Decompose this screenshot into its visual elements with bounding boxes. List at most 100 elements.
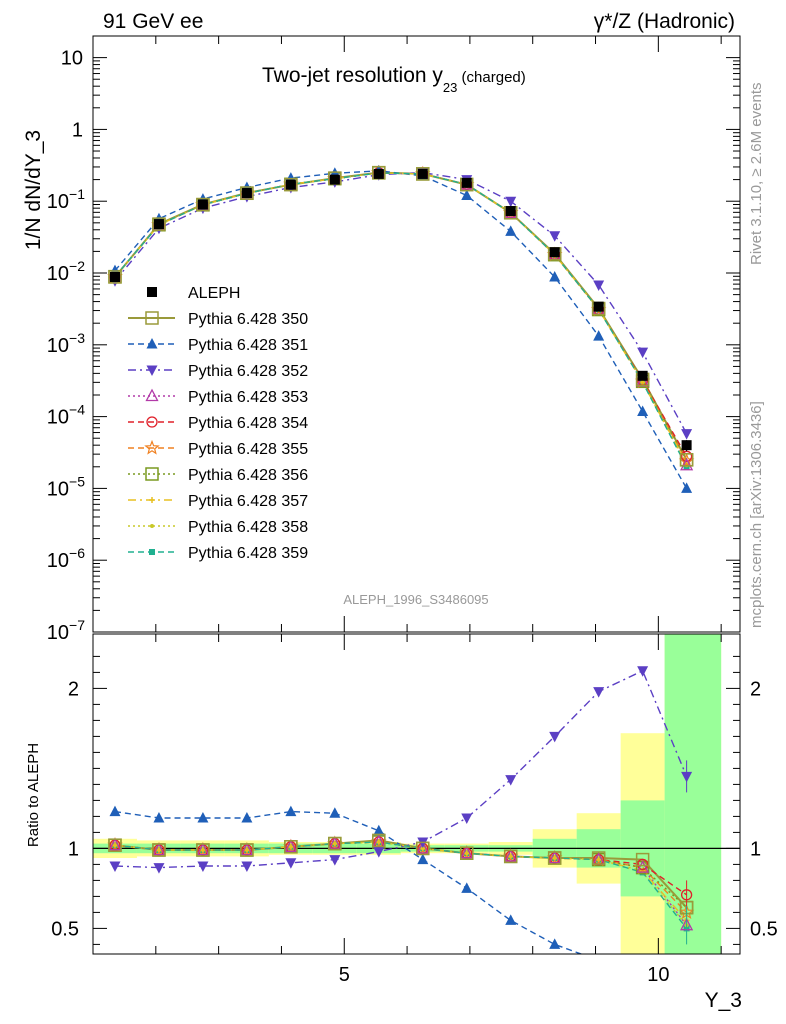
main-data-point xyxy=(373,168,384,179)
ratio-series-line xyxy=(114,841,688,929)
ratio-markers-Pythia-6.428-353 xyxy=(108,834,694,931)
main-y-tick-label: 10−7 xyxy=(47,617,85,644)
ratio-data-point xyxy=(372,833,386,848)
x-tick-label: 10 xyxy=(647,964,669,986)
main-series-3 xyxy=(114,171,688,434)
main-data-point xyxy=(549,270,561,282)
ratio-y-axis-label: Ratio to ALEPH xyxy=(25,743,42,847)
main-data-point xyxy=(505,206,516,217)
main-data-point xyxy=(417,168,428,179)
main-data-point xyxy=(637,405,649,416)
legend-marker xyxy=(145,467,159,481)
main-data-point xyxy=(285,179,296,190)
main-data-point xyxy=(196,197,210,212)
main-series-group xyxy=(107,164,695,493)
main-data-point xyxy=(681,482,693,493)
ratio-data-point xyxy=(461,813,473,824)
axes-ticks: 10 1 10−1 10−2 10−3 10−4 10−5 10−6 10−7 0.5 0.5 1 1 2… xyxy=(47,35,778,986)
ratio-y-tick-label: 2 xyxy=(68,678,79,700)
ratio-data-point xyxy=(416,841,430,856)
ratio-data-point xyxy=(329,807,341,818)
ratio-data-point xyxy=(593,687,605,698)
ratio-data-point xyxy=(111,842,118,849)
ratio-plot-frame xyxy=(92,633,741,955)
main-data-point xyxy=(680,457,694,471)
ratio-data-point xyxy=(240,843,254,857)
legend-entry-0: ALEPH xyxy=(147,285,240,302)
ratio-data-point xyxy=(507,853,514,860)
ratio-data-point xyxy=(152,842,166,856)
legend-marker xyxy=(145,388,159,402)
legend-label: Pythia 6.428 356 xyxy=(188,467,308,484)
ratio-y-tick-label-right: 1 xyxy=(750,838,761,860)
ratio-data-point xyxy=(373,824,385,836)
legend-label: Pythia 6.428 353 xyxy=(188,389,308,406)
legend-label: Pythia 6.428 354 xyxy=(188,415,308,432)
ratio-data-point xyxy=(591,851,606,865)
legend-entry-9: Pythia 6.428 358 xyxy=(128,519,308,536)
main-y-axis-label: 1/N dN/dY_3 xyxy=(22,130,45,250)
mcplots-label: mcplots.cern.ch [arXiv:1306.3436] xyxy=(748,401,765,628)
ratio-data-point xyxy=(196,843,210,857)
main-data-point xyxy=(593,280,605,292)
ratio-data-point xyxy=(329,855,341,866)
main-y-tick-label: 10 xyxy=(61,48,83,70)
legend-marker xyxy=(146,365,158,376)
main-series-line xyxy=(114,171,688,434)
ratio-uncertainty-bands xyxy=(93,634,722,954)
main-series-9 xyxy=(114,172,688,466)
main-data-point xyxy=(240,186,254,200)
ratio-data-point xyxy=(240,842,254,856)
x-tick-label: 5 xyxy=(339,964,350,986)
ratio-data-point xyxy=(284,839,298,852)
ratio-data-point xyxy=(285,858,297,869)
ratio-data-point xyxy=(109,861,121,872)
ratio-data-point xyxy=(548,850,562,864)
legend-entry-4: Pythia 6.428 353 xyxy=(128,388,308,406)
legend-entry-1: Pythia 6.428 350 xyxy=(128,311,308,328)
legend-entry-2: Pythia 6.428 351 xyxy=(128,337,308,354)
legend-marker xyxy=(145,311,159,325)
rivet-version-label: Rivet 3.1.10, ≥ 2.6M events xyxy=(748,83,765,266)
main-data-point xyxy=(461,189,473,201)
ratio-data-point xyxy=(109,805,121,817)
ratio-data-point xyxy=(331,840,338,847)
main-y-tick-label: 1 xyxy=(72,119,83,141)
legend-entry-6: Pythia 6.428 355 xyxy=(128,439,308,458)
main-data-point xyxy=(681,429,693,440)
legend-entry-8: Pythia 6.428 357 xyxy=(128,493,308,510)
ratio-data-point xyxy=(197,812,209,823)
main-data-point xyxy=(329,174,340,185)
legend-marker xyxy=(146,338,158,349)
ratio-series-group xyxy=(107,666,695,954)
x-axis-label: Y_3 xyxy=(705,989,742,1012)
ratio-data-point xyxy=(241,812,253,823)
ratio-data-point xyxy=(503,849,518,864)
ratio-data-point xyxy=(243,847,250,853)
legend-marker xyxy=(144,439,160,455)
ratio-y-tick-label: 0.5 xyxy=(51,918,79,940)
ratio-data-point xyxy=(636,858,649,871)
main-data-point xyxy=(108,270,122,284)
main-data-point xyxy=(505,225,517,236)
ratio-data-point xyxy=(505,914,517,925)
ratio-markers-Pythia-6.428-350 xyxy=(108,833,694,915)
main-data-point xyxy=(680,450,693,462)
header-energy: 91 GeV ee xyxy=(103,10,203,33)
legend-marker xyxy=(150,524,154,528)
legend-entry-3: Pythia 6.428 352 xyxy=(128,363,308,380)
main-plot-frame xyxy=(92,35,741,633)
legend-label: Pythia 6.428 351 xyxy=(188,337,308,354)
main-data-point xyxy=(679,453,694,467)
ratio-series-9 xyxy=(114,841,688,929)
ratio-data-point xyxy=(152,843,166,857)
ratio-data-point xyxy=(460,845,474,859)
main-series-line xyxy=(114,172,688,466)
main-data-point xyxy=(637,370,648,381)
main-data-point xyxy=(153,219,164,230)
ratio-data-point xyxy=(199,847,206,853)
ratio-data-point xyxy=(505,775,517,786)
ratio-data-point xyxy=(373,847,385,858)
main-data-point xyxy=(549,231,561,242)
ratio-markers-Pythia-6.428-351 xyxy=(109,805,561,949)
